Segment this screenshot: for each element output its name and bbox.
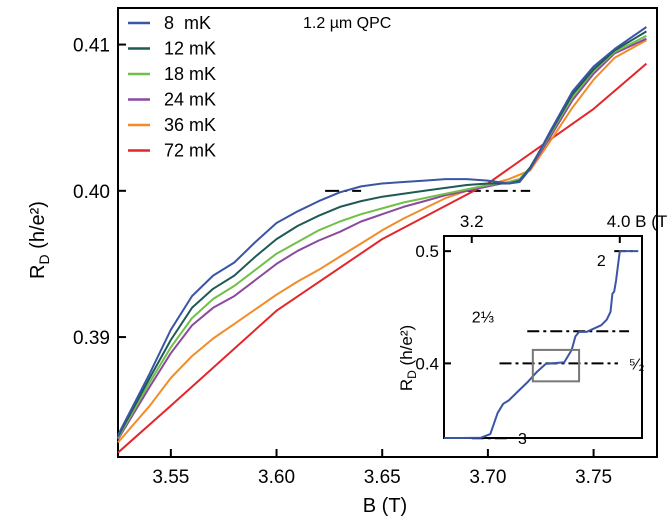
inset-y-ticks: 0.4 0.5 [415, 242, 451, 373]
inset-zoom-box [531, 348, 581, 383]
legend-label-36-mk: 36 mK [164, 115, 216, 135]
main-y-axis-label: RD (h/e²) [27, 201, 52, 279]
main-plot: 3.55 3.60 3.65 3.70 3.75 0.39 0.40 0.41 1.2 µm… [27, 7, 658, 517]
inset-x-ticks: 3.2 4.0 B (T) [460, 212, 667, 243]
main-plot-frame [117, 7, 658, 458]
inset-y-label-unit: (h/e²) [397, 325, 416, 370]
inset-x-tick-label: 4.0 B (T) [607, 212, 667, 231]
main-x-tick-label: 3.75 [575, 467, 612, 488]
main-y-tick-label: 0.40 [73, 182, 110, 203]
inset-plot-frame [443, 235, 643, 439]
inset-y-axis-label: RD (h/e²) [397, 325, 419, 391]
inset-plateau-labels: 2 2⅓ ⁵⁄₂ 3 [472, 253, 645, 448]
main-x-tick-label: 3.55 [152, 467, 189, 488]
inset-y-tick-label: 0.5 [415, 242, 439, 261]
series-line-24-mk [117, 37, 647, 440]
series-line-72-mk [117, 62, 648, 454]
inset-plot: 3.2 4.0 B (T) 0.4 0.5 2 2⅓ ⁵⁄₂ 3 RD (h/e²) [397, 212, 667, 448]
legend-label-8-mk: 8 mK [164, 13, 211, 33]
legend-label-12-mk: 12 mK [164, 39, 216, 59]
series-line-8-mk [117, 26, 647, 436]
main-y-tick-label: 0.39 [73, 328, 110, 349]
inset-plateau-label: 2 [597, 253, 606, 270]
main-x-tick-label: 3.70 [469, 467, 506, 488]
main-y-ticks: 0.39 0.40 0.41 [73, 36, 126, 349]
legend-label-18-mk: 18 mK [164, 64, 216, 84]
legend-label-24-mk: 24 mK [164, 90, 216, 110]
main-y-label-unit: (h/e²) [27, 201, 49, 254]
inset-x-tick-label: 3.2 [460, 212, 484, 231]
inset-y-label-sub: D [405, 370, 419, 379]
main-x-ticks: 3.55 3.60 3.65 3.70 3.75 [152, 449, 612, 488]
main-y-label-main: R [27, 265, 49, 279]
inset-plateau-label: 2⅓ [472, 309, 494, 326]
legend: 8 mK 12 mK 18 mK 24 mK 36 mK 72 mK [128, 13, 216, 161]
legend-label-72-mk: 72 mK [164, 141, 216, 161]
main-y-tick-label: 0.41 [73, 36, 110, 57]
main-y-label-sub: D [36, 254, 52, 264]
inset-plateau-label: 3 [518, 431, 527, 448]
main-series [117, 26, 648, 454]
main-x-tick-label: 3.65 [364, 467, 401, 488]
inset-y-label-main: R [397, 379, 416, 391]
main-x-tick-label: 3.60 [258, 467, 295, 488]
inset-y-tick-label: 0.4 [415, 354, 439, 373]
main-annotation: 1.2 µm QPC [303, 15, 391, 32]
main-x-axis-label: B (T) [363, 495, 407, 517]
series-line-36-mk [117, 39, 647, 444]
inset-plateau-label: ⁵⁄₂ [629, 356, 645, 373]
